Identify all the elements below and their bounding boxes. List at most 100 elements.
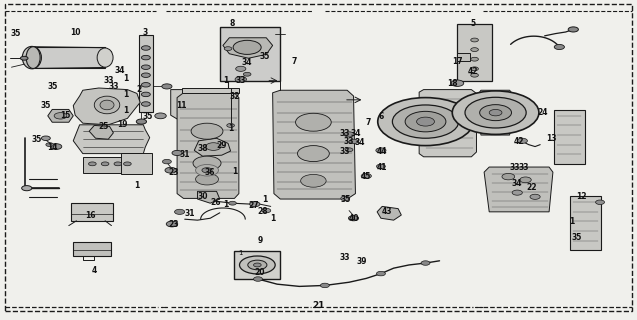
Text: 1: 1	[262, 195, 267, 204]
Circle shape	[191, 123, 223, 139]
Text: 22: 22	[527, 183, 537, 192]
Text: 35: 35	[259, 52, 269, 60]
Circle shape	[233, 40, 261, 54]
Text: 1: 1	[134, 181, 140, 190]
Circle shape	[165, 167, 176, 173]
Text: 44: 44	[377, 147, 387, 156]
Circle shape	[236, 66, 246, 71]
Circle shape	[235, 76, 247, 82]
Text: 11: 11	[176, 101, 187, 110]
Text: 8: 8	[230, 19, 235, 28]
Circle shape	[155, 113, 166, 119]
Text: 35: 35	[41, 101, 51, 110]
Circle shape	[596, 200, 605, 204]
Circle shape	[345, 148, 353, 152]
Text: 42: 42	[514, 137, 524, 146]
Circle shape	[301, 174, 326, 187]
Text: 7: 7	[366, 118, 371, 127]
Text: 6: 6	[378, 112, 383, 121]
Circle shape	[136, 119, 147, 124]
Polygon shape	[48, 109, 73, 122]
Text: 10: 10	[70, 28, 80, 36]
Text: 39: 39	[357, 257, 367, 266]
Text: 33: 33	[340, 253, 350, 262]
Circle shape	[243, 72, 251, 76]
Circle shape	[361, 173, 371, 179]
Circle shape	[297, 146, 329, 162]
Polygon shape	[73, 88, 140, 125]
Bar	[220, 27, 280, 81]
Polygon shape	[73, 125, 150, 154]
Text: 34: 34	[355, 138, 365, 147]
Text: 1: 1	[228, 124, 233, 132]
Text: 1: 1	[124, 74, 129, 83]
Text: 33: 33	[340, 147, 350, 156]
Polygon shape	[194, 138, 231, 156]
Text: 12: 12	[576, 192, 586, 201]
Text: 1: 1	[270, 214, 275, 223]
Circle shape	[452, 91, 539, 134]
Text: 1: 1	[224, 76, 229, 85]
Text: 3: 3	[143, 28, 148, 36]
Text: 23: 23	[168, 168, 178, 177]
Circle shape	[530, 194, 540, 199]
Ellipse shape	[97, 48, 113, 67]
Text: 34: 34	[512, 179, 522, 188]
Text: 35: 35	[143, 112, 153, 121]
Circle shape	[554, 44, 564, 50]
Text: 33: 33	[344, 137, 354, 146]
Text: 33: 33	[340, 129, 350, 138]
Circle shape	[512, 190, 522, 195]
Circle shape	[421, 261, 430, 265]
Circle shape	[141, 46, 150, 50]
Bar	[73, 242, 111, 256]
Circle shape	[378, 98, 473, 146]
Circle shape	[320, 283, 329, 288]
Circle shape	[341, 196, 350, 201]
Text: 34: 34	[242, 58, 252, 67]
Circle shape	[480, 105, 512, 121]
Bar	[139, 35, 153, 112]
Circle shape	[196, 173, 218, 185]
Circle shape	[471, 38, 478, 42]
Circle shape	[20, 56, 28, 60]
Text: 40: 40	[348, 214, 359, 223]
Bar	[32, 47, 105, 68]
Text: 23: 23	[168, 220, 178, 229]
Bar	[182, 88, 239, 93]
Circle shape	[175, 209, 185, 214]
Circle shape	[193, 156, 221, 170]
Text: 16: 16	[85, 212, 96, 220]
Text: 24: 24	[538, 108, 548, 117]
Text: 33: 33	[236, 76, 246, 85]
Circle shape	[141, 65, 150, 69]
Circle shape	[202, 168, 212, 173]
Circle shape	[141, 55, 150, 60]
Text: 31: 31	[185, 209, 195, 218]
Text: 33: 33	[510, 163, 520, 172]
Text: 1: 1	[124, 106, 129, 115]
Circle shape	[162, 159, 171, 164]
Polygon shape	[476, 90, 515, 135]
Ellipse shape	[100, 100, 114, 110]
Polygon shape	[197, 191, 220, 203]
Polygon shape	[419, 90, 476, 157]
Circle shape	[50, 144, 62, 149]
Polygon shape	[223, 38, 273, 58]
Circle shape	[141, 83, 150, 87]
Polygon shape	[377, 206, 401, 220]
Circle shape	[349, 139, 358, 144]
Text: 35: 35	[32, 135, 42, 144]
Circle shape	[568, 27, 578, 32]
Bar	[71, 203, 113, 221]
Bar	[554, 110, 585, 164]
Circle shape	[250, 202, 260, 207]
Bar	[121, 153, 152, 174]
Text: 35: 35	[571, 233, 582, 242]
Circle shape	[392, 105, 459, 138]
Text: 36: 36	[205, 168, 215, 177]
Polygon shape	[273, 90, 355, 199]
Bar	[457, 24, 492, 81]
Text: 31: 31	[180, 150, 190, 159]
Text: 45: 45	[361, 172, 371, 181]
